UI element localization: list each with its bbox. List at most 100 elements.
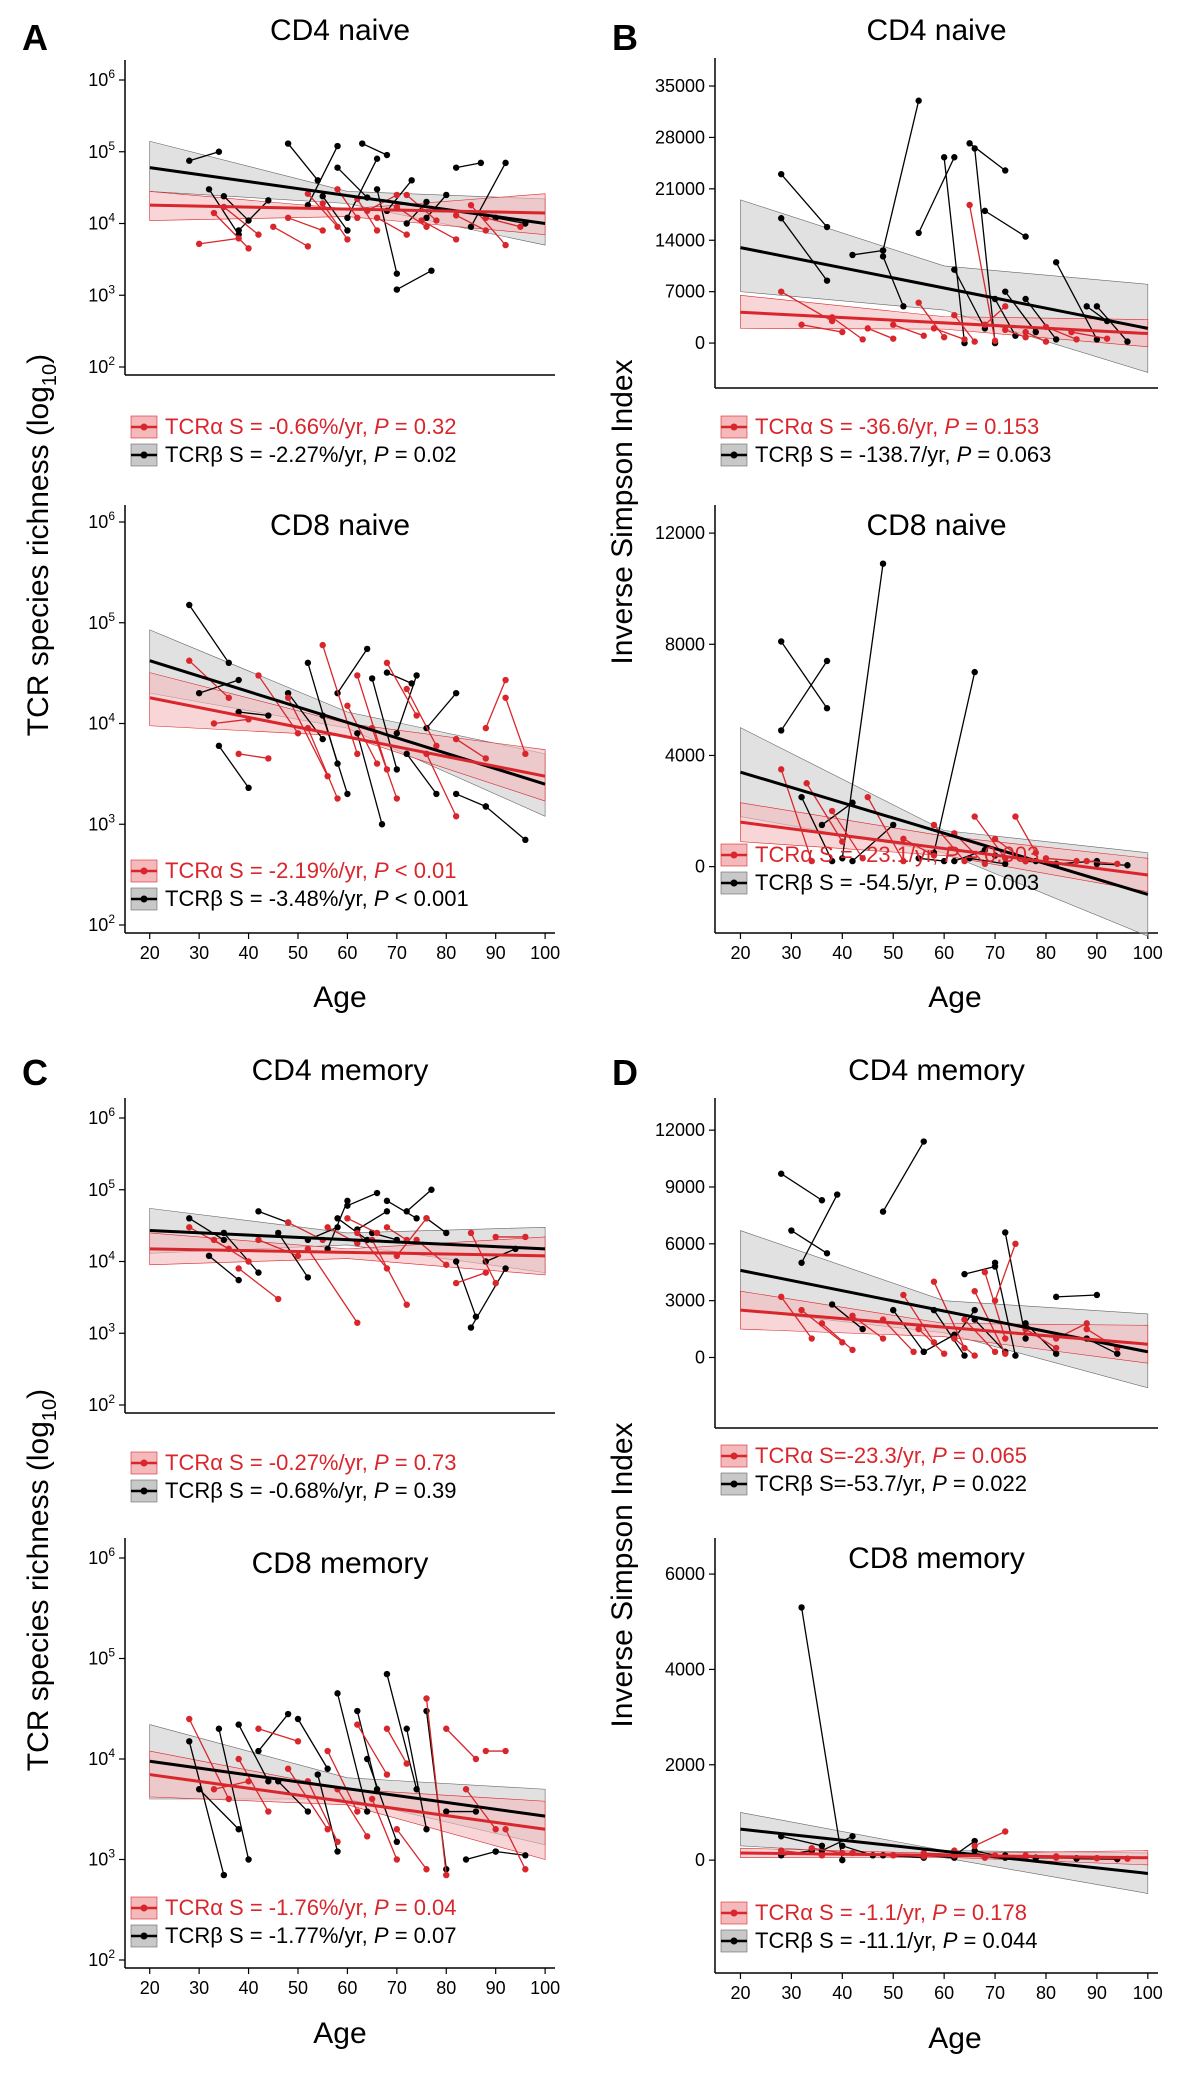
data-point-TCRβ xyxy=(798,1604,805,1611)
pair-line-TCRα xyxy=(994,1243,1017,1301)
y-tick-label: 0 xyxy=(695,1347,705,1367)
data-point-TCRα xyxy=(284,1765,292,1772)
pair-line-TCRα xyxy=(287,217,323,232)
data-point-TCRβ xyxy=(818,821,826,829)
data-point-TCRα xyxy=(255,1236,262,1244)
data-point-TCRβ xyxy=(467,1324,475,1331)
x-tick-label: 50 xyxy=(883,943,903,963)
pair-line-TCRβ xyxy=(188,604,230,664)
legend-dot-TCRα xyxy=(730,1452,738,1460)
x-tick-label: 30 xyxy=(781,1983,801,2003)
legend-entry-TCRα: TCRα S = -1.76%/yr, P = 0.04 xyxy=(165,1895,457,1920)
x-tick-label: 20 xyxy=(140,1978,160,1998)
data-point-TCRβ xyxy=(1052,259,1060,266)
data-point-TCRβ xyxy=(383,669,391,676)
data-point-TCRβ xyxy=(304,1274,312,1281)
pair-line-TCRα xyxy=(485,217,521,228)
data-point-TCRβ xyxy=(354,1707,361,1715)
data-point-TCRβ xyxy=(991,1259,999,1266)
data-point-TCRβ xyxy=(344,790,351,798)
data-point-TCRβ xyxy=(423,1826,430,1833)
y-tick-label: 7000 xyxy=(665,282,705,302)
pair-line-TCRα xyxy=(933,1281,966,1349)
data-point-TCRβ xyxy=(981,207,989,215)
pair-line-TCRβ xyxy=(994,298,1016,337)
data-point-TCRα xyxy=(1032,849,1039,856)
data-point-TCRβ xyxy=(186,1738,193,1745)
data-point-TCRβ xyxy=(275,1229,282,1237)
fit-line-TCRβ xyxy=(740,770,1149,896)
data-point-TCRα xyxy=(304,190,312,197)
pair-line-TCRβ xyxy=(852,249,884,256)
data-point-TCRα xyxy=(334,795,341,802)
data-point-TCRα xyxy=(186,1715,193,1723)
data-point-TCRα xyxy=(344,1215,351,1222)
pair-line-TCRα xyxy=(918,302,945,338)
data-point-TCRα xyxy=(319,200,326,207)
data-point-TCRβ xyxy=(423,214,430,222)
pair-line-TCRα xyxy=(371,1798,398,1860)
data-point-TCRβ xyxy=(1114,1350,1121,1357)
x-axis-label-a: Age xyxy=(313,981,366,1014)
data-point-TCRα xyxy=(991,337,999,345)
pair-line-TCRα xyxy=(307,1248,358,1324)
legend-dot-TCRβ xyxy=(140,895,148,903)
data-point-TCRβ xyxy=(482,803,490,810)
data-point-TCRα xyxy=(319,641,326,649)
y-tick-label: 0 xyxy=(695,333,705,353)
panel-label-c: C xyxy=(22,1052,48,1093)
legend-entry-TCRα: TCRα S = -36.6/yr, P = 0.153 xyxy=(755,414,1039,439)
data-point-TCRα xyxy=(502,1826,509,1833)
data-point-TCRβ xyxy=(823,277,831,284)
data-point-TCRβ xyxy=(215,742,223,750)
data-point-TCRα xyxy=(294,730,302,737)
pair-line-TCRβ xyxy=(800,1607,843,1861)
data-point-TCRβ xyxy=(823,1250,831,1257)
data-point-TCRβ xyxy=(334,164,341,171)
pair-line-TCRβ xyxy=(974,148,996,344)
pair-line-TCRβ xyxy=(969,857,1006,865)
data-point-TCRβ xyxy=(368,675,376,682)
data-point-TCRα xyxy=(235,1265,242,1272)
data-point-TCRα xyxy=(1002,303,1009,310)
data-point-TCRα xyxy=(864,325,871,332)
x-tick-label: 70 xyxy=(387,1978,407,1998)
data-point-TCRα xyxy=(354,1229,361,1237)
pair-line-TCRα xyxy=(801,324,843,333)
pair-line-TCRα xyxy=(356,675,388,770)
y-tick-label: 2000 xyxy=(665,1755,705,1775)
data-point-TCRα xyxy=(839,838,846,845)
data-point-TCRα xyxy=(393,1856,401,1863)
pair-line-TCRα xyxy=(371,727,398,799)
data-point-TCRβ xyxy=(373,1189,381,1197)
x-tick-label: 40 xyxy=(239,1978,259,1998)
data-point-TCRβ xyxy=(1002,860,1009,868)
data-point-TCRα xyxy=(900,1291,907,1299)
legend-dot-TCRβ xyxy=(730,451,738,459)
data-point-TCRβ xyxy=(443,1808,450,1815)
data-point-TCRβ xyxy=(915,855,922,862)
data-point-TCRβ xyxy=(235,1276,242,1284)
data-point-TCRβ xyxy=(849,857,856,865)
data-point-TCRβ xyxy=(818,1197,826,1204)
legend-dot-TCRα xyxy=(140,867,148,875)
data-point-TCRα xyxy=(991,1297,999,1304)
pair-line-TCRα xyxy=(307,727,339,799)
data-point-TCRα xyxy=(492,1233,499,1241)
data-point-TCRα xyxy=(798,321,805,328)
data-point-TCRα xyxy=(393,191,401,199)
y-tick-label: 103 xyxy=(88,811,115,834)
x-tick-label: 40 xyxy=(239,943,259,963)
data-point-TCRα xyxy=(859,855,866,862)
x-tick-label: 50 xyxy=(288,943,308,963)
data-point-TCRα xyxy=(849,1346,856,1354)
data-point-TCRα xyxy=(890,321,897,328)
chart-title: CD4 memory xyxy=(848,1054,1025,1087)
data-point-TCRα xyxy=(235,750,242,758)
x-tick-label: 100 xyxy=(1133,1983,1163,2003)
data-point-TCRβ xyxy=(383,1670,391,1678)
x-tick-label: 80 xyxy=(1036,943,1056,963)
data-point-TCRα xyxy=(245,1258,252,1265)
pair-line-TCRα xyxy=(396,1828,428,1870)
pair-line-TCRα xyxy=(984,1272,1006,1339)
